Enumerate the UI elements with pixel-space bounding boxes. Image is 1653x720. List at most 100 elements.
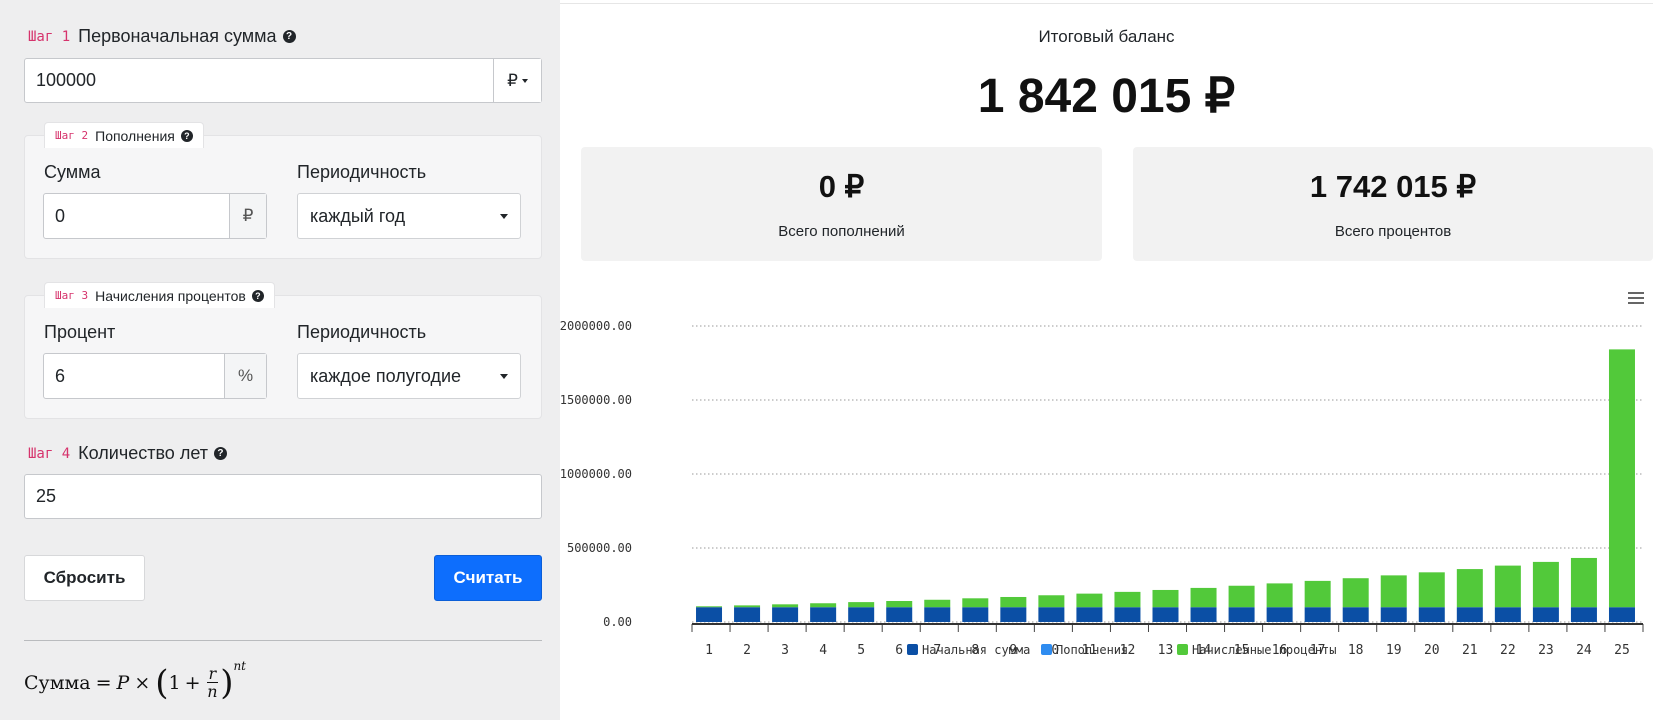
bar-segment [962, 607, 989, 622]
x-tick-label: 25 [1614, 643, 1630, 658]
step2-tag: Шаг 2 [55, 129, 89, 142]
formula-n: n [207, 682, 218, 701]
top-border [560, 3, 1653, 4]
help-icon[interactable]: ? [282, 30, 296, 43]
final-balance-value: 1 842 015 ₽ [977, 70, 1236, 123]
formula-exponent: nt [233, 659, 247, 673]
x-tick-label: 3 [781, 643, 789, 658]
deposit-amount-input[interactable]: 0 [55, 205, 66, 226]
bar-segment [734, 605, 761, 608]
bar-segment [1494, 565, 1521, 608]
formula-lhs: Сумма [24, 672, 91, 694]
interest-total-label: Всего процентов [1334, 223, 1452, 240]
calculate-button[interactable]: Считать [434, 555, 542, 601]
help-icon[interactable]: ? [180, 129, 193, 142]
x-tick-label: 8 [971, 643, 979, 658]
interest-period-value: каждое полугодие [310, 365, 462, 386]
step2-label: Пополнения [95, 127, 175, 144]
compound-formula: Сумма = P × ( 1 + r n ) nt [24, 659, 247, 703]
x-tick-label: 16 [1272, 643, 1288, 658]
deposits-total-value: 0 ₽ [818, 169, 865, 204]
bar-segment [1190, 607, 1217, 622]
interest-period-select[interactable]: каждое полугодие [297, 353, 521, 399]
help-icon[interactable]: ? [213, 447, 227, 460]
rate-label: Процент [44, 322, 116, 342]
initial-amount-field[interactable]: 100000 ₽ [24, 58, 542, 103]
calculator-form-panel: Шаг 1 Первоначальная сумма ? 100000 ₽ Ша… [0, 0, 560, 720]
x-tick-label: 18 [1348, 643, 1364, 658]
interest-period-label: Периодичность [297, 322, 427, 342]
x-tick-label: 17 [1310, 643, 1326, 658]
x-tick-label: 23 [1538, 643, 1554, 658]
bar-segment [696, 606, 723, 608]
x-tick-label: 6 [895, 643, 903, 658]
bar-segment [1266, 607, 1293, 622]
x-tick-label: 1 [705, 643, 713, 658]
reset-button[interactable]: Сбросить [24, 555, 145, 601]
bar-segment [1380, 607, 1407, 622]
chevron-down-icon [521, 78, 528, 83]
bar-segment [1570, 557, 1597, 608]
help-icon[interactable]: ? [251, 289, 264, 302]
x-tick-label: 11 [1082, 643, 1098, 658]
deposit-period-label: Периодичность [297, 162, 427, 182]
divider [24, 640, 542, 641]
bar-segment [1228, 607, 1255, 622]
bar-segment [1076, 593, 1103, 608]
rate-field[interactable]: 6 % [43, 353, 267, 399]
bar-segment [1342, 578, 1369, 608]
x-tick-label: 7 [933, 643, 941, 658]
initial-amount-input[interactable]: 100000 [36, 70, 97, 90]
x-tick-label: 24 [1576, 643, 1592, 658]
bar-segment [1608, 607, 1635, 622]
deposit-amount-field[interactable]: 0 ₽ [43, 193, 267, 239]
bar-segment [772, 607, 799, 622]
x-tick-label: 20 [1424, 643, 1440, 658]
years-field[interactable]: 25 [24, 474, 542, 519]
bar-segment [886, 607, 913, 622]
deposit-amount-label: Сумма [44, 162, 101, 182]
bar-segment [1418, 607, 1445, 622]
bar-segment [1418, 572, 1445, 608]
x-tick-label: 12 [1120, 643, 1136, 658]
final-balance-title: Итоговый баланс [1038, 27, 1175, 46]
deposit-period-value: каждый год [310, 205, 406, 226]
bar-segment [886, 601, 913, 608]
step4-title: Шаг 4 Количество лет ? [28, 443, 227, 464]
bar-segment [1114, 607, 1141, 622]
legend-swatch [1041, 644, 1052, 655]
formula-one: 1 [168, 672, 181, 694]
step3-tag: Шаг 3 [55, 289, 89, 302]
rate-input[interactable]: 6 [55, 365, 66, 386]
bar-segment [1000, 607, 1027, 622]
deposits-card: 0 ₽ Всего пополнений [581, 147, 1102, 261]
bar-segment [1494, 607, 1521, 622]
bar-segment [1532, 607, 1559, 622]
chevron-down-icon [500, 374, 508, 379]
bar-segment [924, 607, 951, 622]
years-input[interactable]: 25 [36, 486, 57, 506]
x-tick-label: 22 [1500, 643, 1516, 658]
deposit-period-select[interactable]: каждый год [297, 193, 521, 239]
x-tick-label: 21 [1462, 643, 1478, 658]
bar-segment [810, 607, 837, 622]
x-tick-label: 4 [819, 643, 827, 658]
y-tick-label: 500000.00 [567, 541, 632, 555]
formula-r: r [206, 664, 219, 683]
legend-item: Начальная сумма [922, 643, 1030, 657]
deposit-unit: ₽ [229, 194, 266, 238]
legend-item: Пополнения [1056, 643, 1128, 657]
currency-symbol: ₽ [507, 70, 518, 90]
currency-dropdown[interactable]: ₽ [493, 59, 541, 102]
bar-segment [1304, 607, 1331, 622]
x-tick-label: 14 [1196, 643, 1212, 658]
x-tick-label: 13 [1158, 643, 1174, 658]
step1-tag: Шаг 1 [28, 28, 71, 45]
bar-segment [1304, 580, 1331, 608]
bar-segment [1228, 585, 1255, 608]
bar-segment [1342, 607, 1369, 622]
interest-total-value: 1 742 015 ₽ [1309, 169, 1477, 204]
x-tick-label: 9 [1009, 643, 1017, 658]
chart-menu-icon[interactable] [1628, 292, 1644, 304]
bar-segment [1456, 607, 1483, 622]
